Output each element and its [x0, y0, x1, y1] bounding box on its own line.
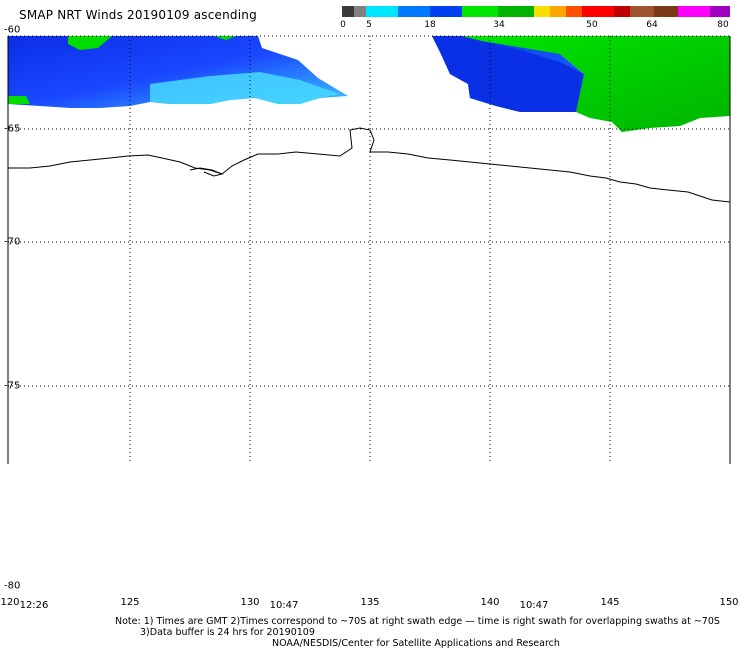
colorbar-tick-label: 80 — [717, 20, 729, 30]
lon-label-120: 120 — [0, 597, 20, 608]
colorbar-segment — [614, 6, 630, 17]
latitude-grid — [8, 35, 730, 387]
colorbar-segment — [550, 6, 566, 17]
lon-label-135: 135 — [360, 597, 380, 608]
colorbar-segment — [678, 6, 710, 17]
note-line-2: 3)Data buffer is 24 hrs for 20190109 — [140, 627, 315, 638]
credit-line: NOAA/NESDIS/Center for Satellite Applica… — [272, 638, 560, 649]
lon-label-150: 150 — [719, 597, 739, 608]
wind-swath-left-green-patch — [68, 36, 112, 50]
colorbar-segment — [498, 6, 534, 17]
map-frame — [7, 36, 731, 464]
colorbar-segment — [566, 6, 582, 17]
colorbar-tick-label: 64 — [646, 20, 658, 30]
note-line-1: Note: 1) Times are GMT 2)Times correspon… — [115, 616, 720, 627]
wind-swath-right-blue-top — [432, 36, 584, 112]
swath-time-3: 10:47 — [519, 600, 549, 611]
wind-speed-colorbar — [342, 6, 730, 17]
colorbar-segment — [366, 6, 398, 17]
lon-label-145: 145 — [600, 597, 620, 608]
wind-swath-left-cyan — [150, 72, 340, 104]
colorbar-tick-label: 50 — [586, 20, 598, 30]
colorbar-segment — [654, 6, 678, 17]
colorbar-tick-label: 5 — [366, 20, 372, 30]
colorbar-segment — [398, 6, 430, 17]
colorbar-segment — [534, 6, 550, 17]
coastline-detail — [189, 167, 224, 177]
swath-time-1: 12:26 — [19, 600, 49, 611]
colorbar-tick-label: 0 — [340, 20, 346, 30]
lon-label-130: 130 — [240, 597, 260, 608]
wind-swath-left-green-patch-2 — [8, 96, 30, 104]
swath-time-2: 10:47 — [269, 600, 299, 611]
colorbar-tick-label: 34 — [493, 20, 505, 30]
wind-swath-left-green-patch-3 — [214, 36, 236, 40]
colorbar-segment — [582, 6, 614, 17]
wind-swath-right-green — [452, 36, 730, 132]
colorbar-segment — [630, 6, 654, 17]
colorbar-segment — [354, 6, 366, 17]
map-title: SMAP NRT Winds 20190109 ascending — [19, 8, 257, 22]
lon-label-140: 140 — [480, 597, 500, 608]
colorbar-segment — [710, 6, 730, 17]
lat-label-80: -80 — [4, 580, 21, 592]
coastline — [8, 127, 731, 203]
colorbar-segment — [430, 6, 462, 17]
lat-label-60: -60 — [4, 24, 21, 36]
longitude-grid — [129, 36, 611, 464]
colorbar-segment — [342, 6, 354, 17]
lat-label-70: -70 — [4, 236, 21, 248]
lat-label-75: -75 — [4, 380, 21, 392]
colorbar-segment — [462, 6, 498, 17]
colorbar-tick-label: 18 — [424, 20, 436, 30]
lon-label-125: 125 — [120, 597, 140, 608]
lat-label-65: -65 — [4, 123, 21, 135]
